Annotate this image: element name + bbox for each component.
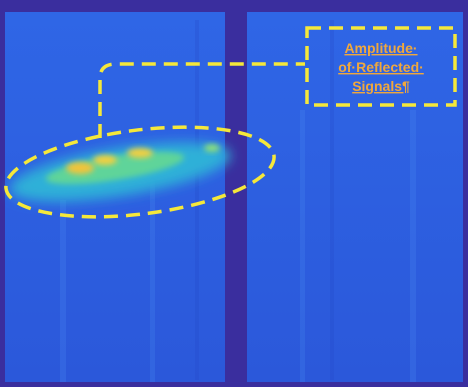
annotation-line: of·Reflected· [338,59,424,75]
annotation-line: Signals¶ [352,78,410,94]
annotation-line: Amplitude· [344,40,417,56]
figure: Amplitude· of·Reflected· Signals¶ [0,0,468,387]
page: Amplitude· of·Reflected· Signals¶ (() =>… [0,0,468,387]
